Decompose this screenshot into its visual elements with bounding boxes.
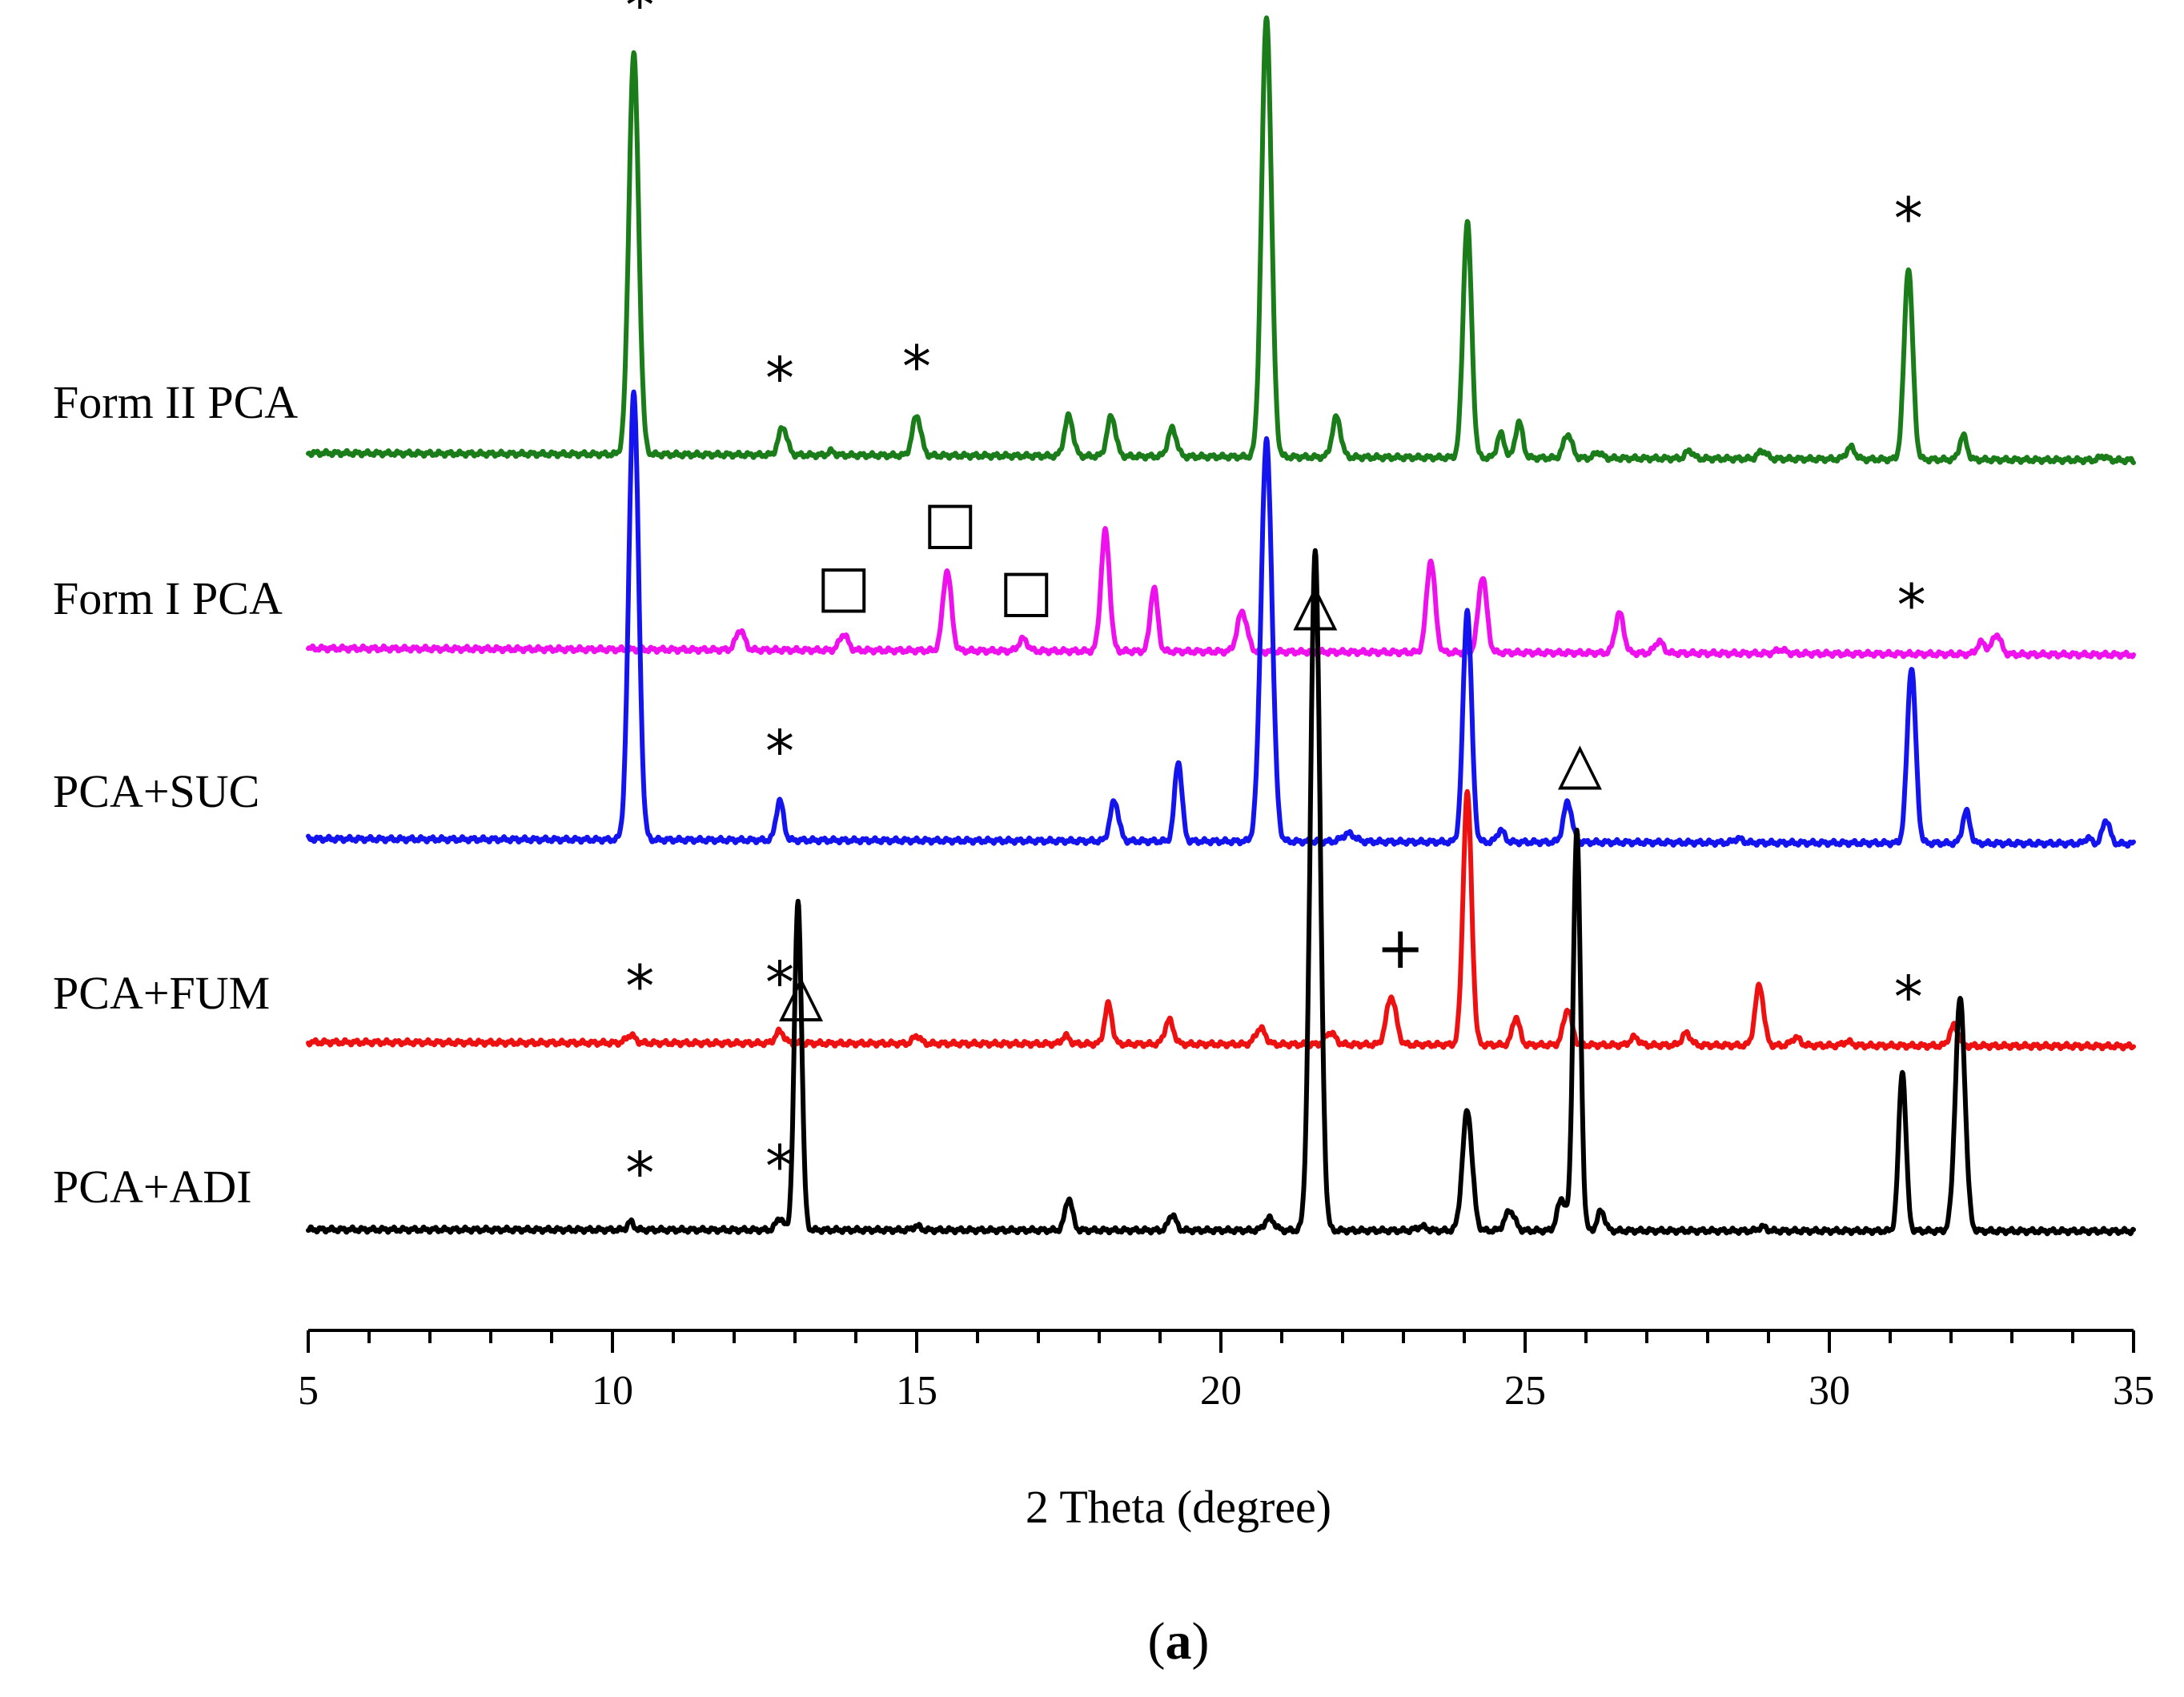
- x-tick-label: 35: [2113, 1368, 2154, 1414]
- peak-marker-asterisk: *: [765, 718, 794, 785]
- peak-marker-triangle: △: [1558, 728, 1603, 796]
- series-label-form-ii-pca: Form II PCA: [53, 376, 298, 428]
- peak-marker-asterisk: *: [1894, 185, 1923, 252]
- peak-marker-asterisk: *: [625, 1139, 654, 1206]
- series-curve-form-i-pca: [306, 526, 2136, 660]
- peak-marker-asterisk: *: [625, 953, 654, 1020]
- peak-marker-triangle: △: [1293, 569, 1338, 636]
- x-axis: 5 10 15 20 25 30 35: [298, 1329, 2154, 1414]
- series-label-pca-suc: PCA+SUC: [53, 765, 259, 817]
- x-tick-label: 5: [298, 1368, 319, 1414]
- series-label-pca-fum: PCA+FUM: [53, 967, 270, 1019]
- peak-marker-triangle: △: [779, 961, 824, 1028]
- peak-marker-asterisk: *: [1897, 572, 1926, 639]
- x-tick-label: 20: [1200, 1368, 1242, 1414]
- x-tick-label: 10: [592, 1368, 633, 1414]
- peak-markers: ** **□□□ △ ** △△* *+** *: [625, 0, 1925, 1206]
- series-curve-pca-fum: [306, 788, 2136, 1052]
- series-label-form-i-pca: Form I PCA: [53, 572, 283, 624]
- x-axis-title: 2 Theta (degree): [1026, 1481, 1331, 1533]
- series-curve-pca-suc: [306, 389, 2136, 849]
- x-tick-label: 15: [896, 1368, 937, 1414]
- peak-marker-square: □: [999, 556, 1054, 624]
- pattern-curves: [306, 15, 2136, 1237]
- peak-marker-asterisk: *: [765, 1133, 794, 1200]
- x-tick-label: 30: [1809, 1368, 1850, 1414]
- peak-marker-asterisk: *: [765, 949, 794, 1016]
- peak-marker-asterisk: *: [765, 344, 794, 411]
- peak-marker-square: □: [817, 552, 871, 619]
- peak-marker-asterisk: *: [625, 0, 654, 39]
- peak-marker-square: □: [923, 488, 978, 556]
- series-curve-form-ii-pca: [306, 15, 2136, 466]
- panel-label: (a): [1148, 1612, 1210, 1671]
- peak-marker-asterisk: *: [1894, 963, 1923, 1030]
- series-labels: Form II PCA Form I PCA PCA+SUC PCA+FUM P…: [53, 376, 298, 1213]
- series-curve-pca-adi: [306, 548, 2136, 1237]
- peak-marker-plus: +: [1376, 914, 1424, 981]
- series-label-pca-adi: PCA+ADI: [53, 1161, 252, 1213]
- peak-marker-asterisk: *: [902, 333, 931, 400]
- x-tick-label: 25: [1504, 1368, 1546, 1414]
